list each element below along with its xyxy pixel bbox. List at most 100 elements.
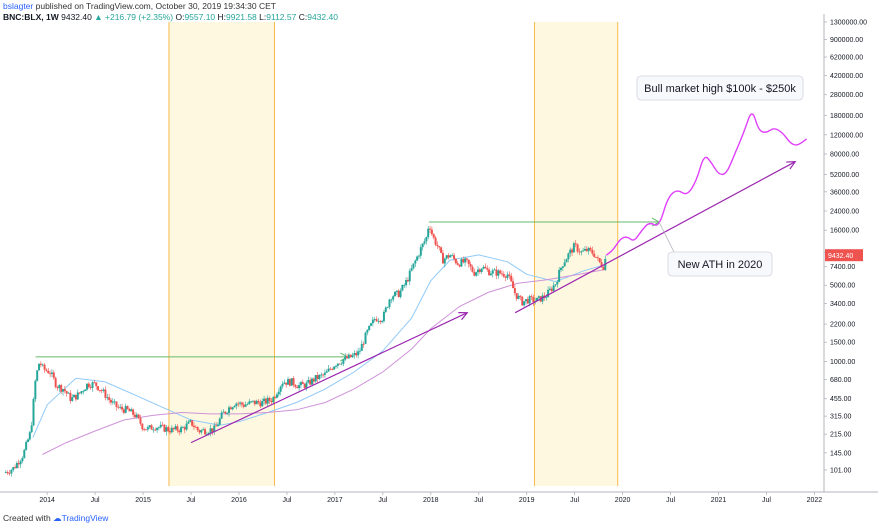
last-value: 9432.40 [61, 12, 92, 22]
tradingview-logo-icon: ☁ [53, 513, 62, 523]
candle-body [447, 255, 450, 258]
candle-body [71, 397, 74, 401]
candle-body [456, 263, 459, 265]
candle-body [561, 266, 564, 268]
candle-body [248, 401, 251, 404]
candle-body [449, 255, 452, 258]
candle-body [176, 426, 179, 431]
candle-body [218, 418, 221, 425]
candle-body [198, 430, 201, 433]
candle-body [530, 296, 533, 297]
low-label: L: [259, 12, 267, 22]
candle-body [30, 425, 33, 433]
candle-body [440, 247, 443, 253]
candle-body [174, 426, 177, 430]
projected-price-path [605, 113, 808, 256]
candle-body [462, 259, 465, 263]
candle-body [445, 255, 448, 259]
candle-body [78, 392, 81, 394]
candle-body [287, 379, 290, 385]
candle-body [576, 244, 579, 252]
candle-body [464, 258, 467, 263]
candle-body [121, 406, 124, 410]
candle-body [259, 402, 262, 407]
candle-body [25, 441, 28, 450]
candle-body [318, 374, 321, 380]
candle-body [89, 387, 92, 388]
candle-body [460, 259, 463, 267]
candle-body [106, 397, 109, 399]
candle-body [56, 387, 59, 389]
candle-body [10, 469, 13, 474]
candle-body [274, 397, 277, 399]
footer-prefix: Created with [3, 513, 51, 523]
candle-body [373, 319, 376, 320]
candle-body [436, 244, 439, 247]
candle-body [156, 427, 159, 431]
candle-body [563, 262, 566, 267]
candle-body [469, 264, 472, 267]
candle-body [347, 354, 350, 359]
author-link[interactable]: bslagter [3, 1, 34, 11]
candle-body [386, 307, 389, 308]
candle-body [567, 253, 570, 260]
x-tick-label: Jul [91, 497, 100, 504]
candle-body [150, 425, 153, 430]
close-label: C: [298, 12, 308, 22]
candle-body [62, 389, 65, 392]
candle-body [303, 383, 306, 388]
y-tick-label: 620000.00 [830, 55, 863, 62]
candle-body [38, 363, 41, 371]
candle-body [165, 427, 168, 432]
y-tick-label: 680.00 [830, 377, 852, 384]
candle-body [532, 296, 535, 303]
candle-body [408, 270, 411, 282]
candle-body [421, 243, 424, 248]
candle-body [111, 401, 114, 403]
candle-body [412, 263, 415, 269]
ma-slow-line [42, 268, 607, 455]
y-tick-label: 120000.00 [830, 132, 863, 139]
candle-body [272, 397, 275, 403]
low-value: 9112.57 [266, 12, 297, 22]
candle-body [537, 296, 540, 298]
shaded-period-1 [534, 22, 618, 486]
candle-body [181, 427, 184, 428]
candle-body [154, 429, 157, 431]
trendline-arrowhead [786, 161, 797, 170]
candle-body [430, 229, 433, 235]
x-tick-label: 2017 [327, 497, 343, 504]
candle-body [45, 369, 48, 371]
candle-body [292, 378, 295, 385]
candle-body [63, 389, 66, 392]
candle-body [139, 417, 142, 424]
candle-body [122, 409, 125, 413]
candle-body [353, 353, 356, 356]
symbol-label[interactable]: BNC:BLX, 1W [3, 12, 59, 22]
candle-body [263, 398, 266, 402]
candle-body [148, 425, 151, 428]
candle-body [370, 323, 373, 326]
footer-brand[interactable]: TradingView [61, 513, 109, 523]
candle-body [137, 414, 140, 418]
publish-info: bslagter published on TradingView.com, O… [3, 1, 276, 11]
candle-body [213, 425, 216, 432]
candle-body [515, 293, 518, 299]
candle-body [382, 311, 385, 322]
candle-body [187, 421, 190, 424]
candle-body [200, 430, 203, 433]
candle-body [157, 427, 160, 429]
candle-body [497, 270, 500, 276]
candle-body [508, 274, 511, 276]
candle-body [384, 307, 387, 312]
candle-body [168, 430, 171, 433]
candle-body [216, 424, 219, 427]
candle-body [257, 400, 260, 403]
y-tick-label: 16000.00 [830, 228, 859, 235]
y-tick-label: 280000.00 [830, 92, 863, 99]
candle-body [368, 325, 371, 331]
candle-body [209, 428, 212, 434]
candle-body [58, 385, 61, 389]
trendline-arrowhead [458, 312, 469, 321]
